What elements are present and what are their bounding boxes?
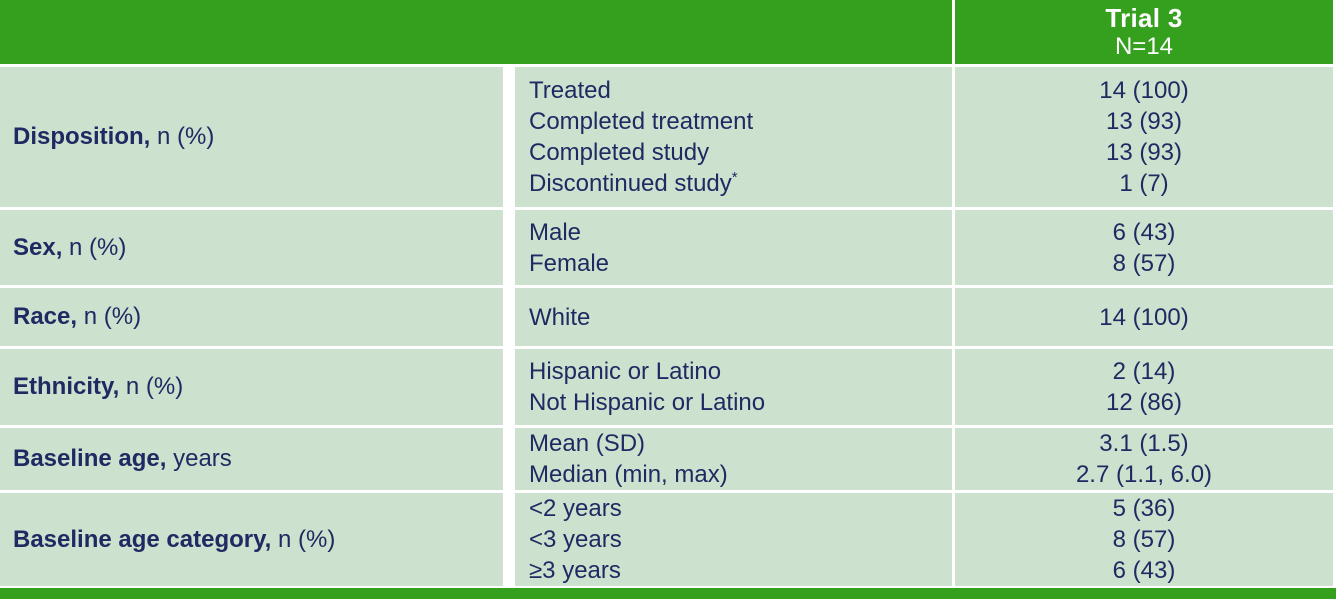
- row-label-rest: years: [166, 445, 232, 472]
- row-label-bold: Baseline age category,: [13, 525, 272, 553]
- row-label-bold: Sex,: [13, 233, 63, 261]
- row-label-bold: Baseline age,: [13, 445, 167, 472]
- value: 2.7 (1.1, 6.0): [1075, 461, 1213, 488]
- row-label-rest: n (%): [77, 303, 142, 330]
- values-cell: 14 (100) 13 (93) 13 (93) 1 (7): [952, 64, 1336, 207]
- values-cell: 6 (43) 8 (57): [952, 207, 1336, 285]
- category-label: Female: [529, 249, 610, 277]
- row-label-rest: n (%): [150, 123, 215, 150]
- category-label: ≥3 years: [529, 557, 621, 584]
- values-cell: 3.1 (1.5) 2.7 (1.1, 6.0): [952, 425, 1336, 490]
- value: 8 (57): [1112, 249, 1176, 277]
- value: 6 (43): [1112, 557, 1176, 584]
- categories-cell: Hispanic or Latino Not Hispanic or Latin…: [515, 346, 952, 425]
- categories-cell: White: [515, 285, 952, 346]
- table-row-baseline-age-category: Baseline age category, n (%) <2 years <3…: [0, 490, 1336, 586]
- row-label-cell: Baseline age category, n (%): [0, 490, 515, 586]
- category-label: White: [529, 303, 591, 331]
- category-label: Not Hispanic or Latino: [529, 389, 766, 416]
- values-cell: 5 (36) 8 (57) 6 (43): [952, 490, 1336, 586]
- trial-n-count: N=14: [1114, 33, 1174, 60]
- values-cell: 2 (14) 12 (86): [952, 346, 1336, 425]
- table-header-row: Trial 3 N=14: [0, 0, 1336, 64]
- category-label: Completed treatment: [529, 108, 754, 135]
- header-spacer-cell: [0, 0, 952, 64]
- value: 2 (14): [1112, 358, 1176, 385]
- categories-cell: Mean (SD) Median (min, max): [515, 425, 952, 490]
- categories-cell: Male Female: [515, 207, 952, 285]
- values-cell: 14 (100): [952, 285, 1336, 346]
- table-row-sex: Sex, n (%) Male Female 6 (43) 8 (57): [0, 207, 1336, 285]
- value: 1 (7): [1119, 170, 1169, 197]
- row-label-cell: Baseline age, years: [0, 425, 515, 490]
- category-label: Treated: [529, 77, 611, 104]
- value: 12 (86): [1105, 389, 1183, 416]
- value: 8 (57): [1112, 526, 1176, 553]
- row-label-cell: Sex, n (%): [0, 207, 515, 285]
- trial-column-header: Trial 3 N=14: [952, 0, 1336, 64]
- category-label: Median (min, max): [529, 461, 728, 488]
- row-label-cell: Ethnicity, n (%): [0, 346, 515, 425]
- row-label-bold: Disposition,: [13, 123, 151, 150]
- value: 13 (93): [1105, 139, 1183, 166]
- table-bottom-accent-bar: [0, 588, 1336, 599]
- value: 14 (100): [1099, 303, 1189, 331]
- categories-cell: Treated Completed treatment Completed st…: [515, 64, 952, 207]
- table-row-ethnicity: Ethnicity, n (%) Hispanic or Latino Not …: [0, 346, 1336, 425]
- row-label-rest: n (%): [62, 233, 127, 261]
- category-label: Discontinued study*: [529, 169, 738, 197]
- category-label: Hispanic or Latino: [529, 358, 722, 385]
- trial-title: Trial 3: [1105, 3, 1183, 33]
- value: 3.1 (1.5): [1099, 430, 1189, 457]
- row-label-rest: n (%): [119, 373, 184, 400]
- row-label-bold: Race,: [13, 303, 78, 330]
- category-label: Completed study: [529, 139, 710, 166]
- row-label-rest: n (%): [271, 525, 336, 553]
- footnote-asterisk: *: [731, 169, 738, 186]
- category-label: <3 years: [529, 526, 622, 553]
- table-row-baseline-age: Baseline age, years Mean (SD) Median (mi…: [0, 425, 1336, 490]
- value: 13 (93): [1105, 108, 1183, 135]
- value: 14 (100): [1099, 77, 1189, 104]
- table-row-race: Race, n (%) White 14 (100): [0, 285, 1336, 346]
- row-label-cell: Disposition, n (%): [0, 64, 515, 207]
- row-label-bold: Ethnicity,: [13, 373, 120, 400]
- category-label: Mean (SD): [529, 430, 646, 457]
- value: 5 (36): [1112, 495, 1176, 522]
- row-label-cell: Race, n (%): [0, 285, 515, 346]
- categories-cell: <2 years <3 years ≥3 years: [515, 490, 952, 586]
- category-label: Male: [529, 218, 582, 246]
- baseline-characteristics-table: Trial 3 N=14 Disposition, n (%) Treated …: [0, 0, 1336, 586]
- value: 6 (43): [1112, 218, 1176, 246]
- category-label: <2 years: [529, 495, 622, 522]
- table-row-disposition: Disposition, n (%) Treated Completed tre…: [0, 64, 1336, 207]
